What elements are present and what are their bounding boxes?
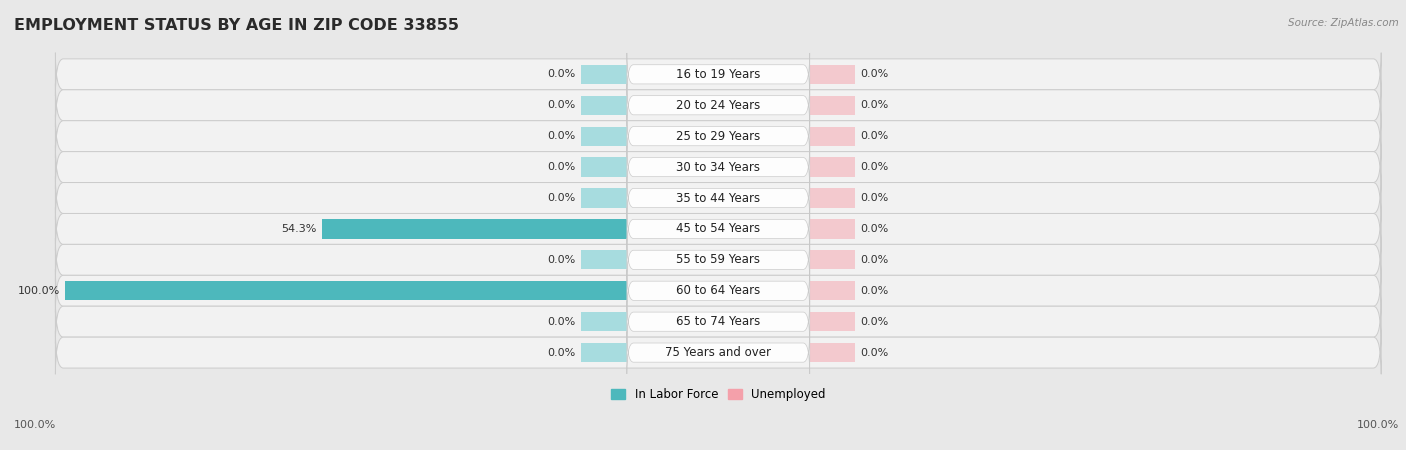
Text: 0.0%: 0.0% (860, 286, 889, 296)
Bar (810, 158, 855, 177)
Text: 0.0%: 0.0% (548, 347, 576, 358)
Text: 100.0%: 100.0% (18, 286, 60, 296)
Text: 54.3%: 54.3% (281, 224, 316, 234)
Text: 30 to 34 Years: 30 to 34 Years (676, 161, 761, 174)
Bar (581, 158, 627, 177)
Bar (810, 250, 855, 270)
Text: 55 to 59 Years: 55 to 59 Years (676, 253, 761, 266)
Text: 16 to 19 Years: 16 to 19 Years (676, 68, 761, 81)
Bar (581, 189, 627, 207)
FancyBboxPatch shape (55, 84, 1381, 127)
Text: 75 Years and over: 75 Years and over (665, 346, 772, 359)
FancyBboxPatch shape (55, 145, 1381, 189)
Text: 0.0%: 0.0% (548, 69, 576, 79)
Text: 0.0%: 0.0% (548, 162, 576, 172)
FancyBboxPatch shape (627, 146, 810, 189)
Bar (810, 189, 855, 207)
Text: 35 to 44 Years: 35 to 44 Years (676, 192, 761, 204)
FancyBboxPatch shape (627, 331, 810, 374)
Bar (581, 126, 627, 146)
FancyBboxPatch shape (627, 300, 810, 343)
Bar (581, 65, 627, 84)
FancyBboxPatch shape (55, 53, 1381, 96)
Text: 0.0%: 0.0% (860, 100, 889, 110)
Bar (581, 250, 627, 270)
Bar (581, 312, 627, 331)
Bar (810, 312, 855, 331)
Text: 20 to 24 Years: 20 to 24 Years (676, 99, 761, 112)
Text: 0.0%: 0.0% (548, 100, 576, 110)
Bar (810, 126, 855, 146)
FancyBboxPatch shape (627, 115, 810, 158)
FancyBboxPatch shape (55, 238, 1381, 282)
Text: Source: ZipAtlas.com: Source: ZipAtlas.com (1288, 18, 1399, 28)
Bar (581, 343, 627, 362)
Text: 65 to 74 Years: 65 to 74 Years (676, 315, 761, 328)
Bar (810, 65, 855, 84)
Text: 0.0%: 0.0% (860, 162, 889, 172)
Text: EMPLOYMENT STATUS BY AGE IN ZIP CODE 33855: EMPLOYMENT STATUS BY AGE IN ZIP CODE 338… (14, 18, 460, 33)
Bar (65, 281, 627, 300)
Text: 0.0%: 0.0% (548, 255, 576, 265)
FancyBboxPatch shape (55, 114, 1381, 158)
FancyBboxPatch shape (55, 207, 1381, 251)
Text: 0.0%: 0.0% (860, 255, 889, 265)
FancyBboxPatch shape (55, 300, 1381, 343)
Bar (322, 219, 627, 239)
Text: 0.0%: 0.0% (860, 69, 889, 79)
Text: 0.0%: 0.0% (860, 317, 889, 327)
Text: 60 to 64 Years: 60 to 64 Years (676, 284, 761, 297)
Text: 45 to 54 Years: 45 to 54 Years (676, 222, 761, 235)
Text: 0.0%: 0.0% (860, 347, 889, 358)
Text: 0.0%: 0.0% (860, 224, 889, 234)
Text: 25 to 29 Years: 25 to 29 Years (676, 130, 761, 143)
Text: 0.0%: 0.0% (548, 317, 576, 327)
FancyBboxPatch shape (55, 331, 1381, 374)
FancyBboxPatch shape (627, 238, 810, 281)
FancyBboxPatch shape (627, 177, 810, 219)
Legend: In Labor Force, Unemployed: In Labor Force, Unemployed (606, 384, 831, 406)
FancyBboxPatch shape (627, 84, 810, 126)
Text: 0.0%: 0.0% (860, 131, 889, 141)
Bar (810, 219, 855, 239)
Text: 0.0%: 0.0% (860, 193, 889, 203)
Text: 0.0%: 0.0% (548, 193, 576, 203)
FancyBboxPatch shape (627, 53, 810, 96)
Text: 100.0%: 100.0% (14, 420, 56, 430)
Text: 0.0%: 0.0% (548, 131, 576, 141)
FancyBboxPatch shape (55, 269, 1381, 312)
Bar (810, 96, 855, 115)
FancyBboxPatch shape (627, 270, 810, 312)
Bar (810, 281, 855, 300)
FancyBboxPatch shape (627, 207, 810, 250)
Bar (581, 96, 627, 115)
FancyBboxPatch shape (55, 176, 1381, 220)
Bar (810, 343, 855, 362)
Text: 100.0%: 100.0% (1357, 420, 1399, 430)
